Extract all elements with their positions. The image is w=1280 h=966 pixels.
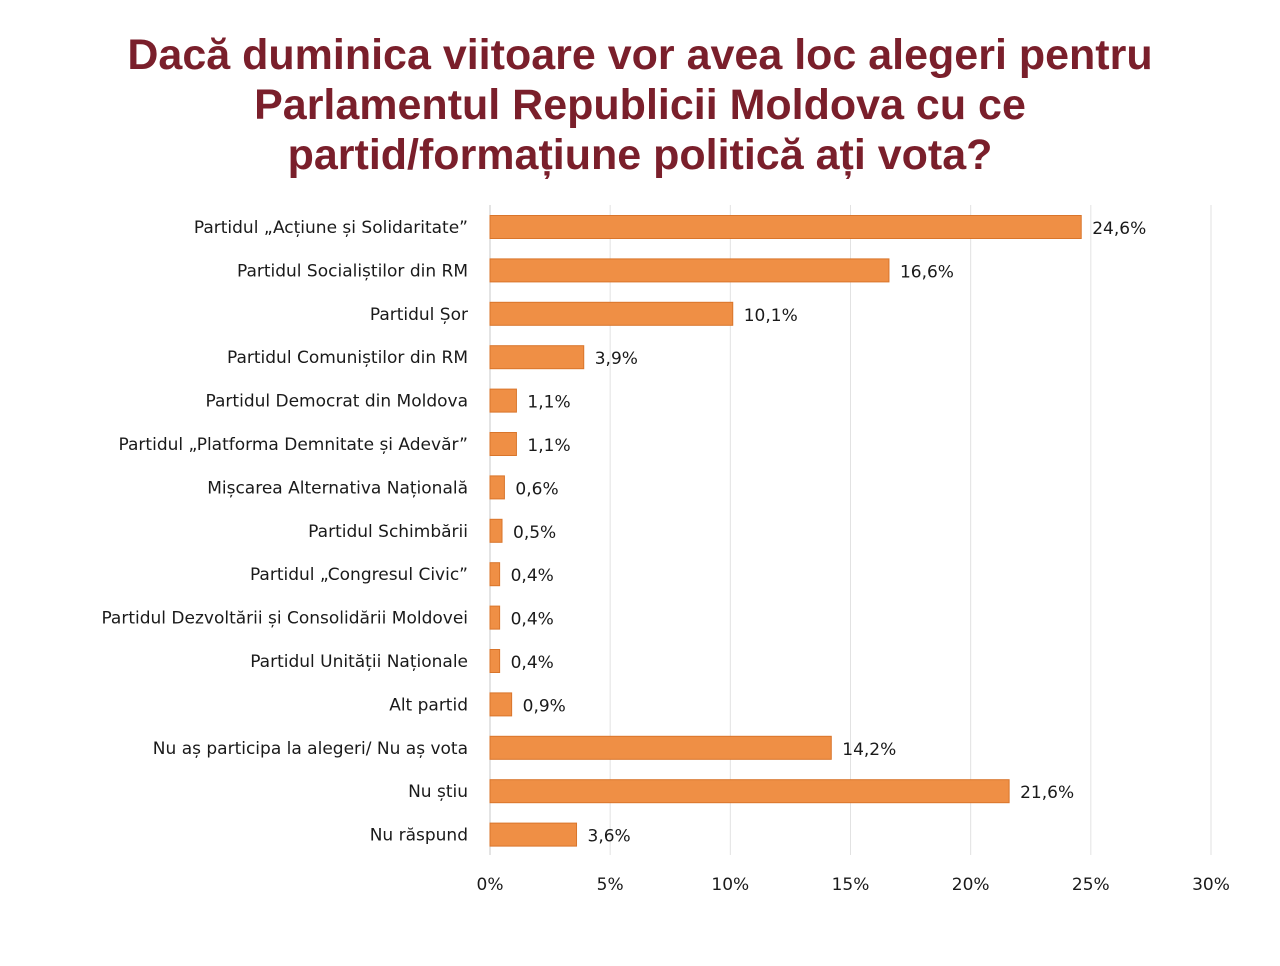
category-label-7: Mișcarea Alternativa Națională (207, 478, 468, 498)
data-label-13: 14,2% (842, 740, 896, 760)
bars (489, 215, 1082, 847)
data-label-5: 1,1% (527, 393, 570, 413)
chart-title-line-2: Parlamentul Republicii Moldova cu ce (254, 81, 1026, 129)
category-label-4: Partidul Comuniștilor din RM (227, 348, 468, 368)
bar-1 (489, 215, 1082, 239)
data-label-1: 24,6% (1092, 219, 1146, 239)
data-label-8: 0,5% (513, 523, 556, 543)
bar-14 (489, 779, 1010, 804)
category-label-2: Partidul Socialiștilor din RM (237, 261, 468, 281)
bar-11 (489, 649, 501, 673)
chart-title-line-3: partid/formațiune politică ați vota? (287, 131, 993, 179)
bar-5 (489, 388, 517, 413)
category-label-9: Partidul „Congresul Civic” (250, 565, 468, 585)
category-label-12: Alt partid (389, 695, 468, 715)
category-label-13: Nu aș participa la alegeri/ Nu aș vota (153, 739, 468, 759)
data-label-6: 1,1% (527, 436, 570, 456)
x-tick-label-0: 0% (477, 875, 504, 895)
category-label-11: Partidul Unității Naționale (250, 652, 468, 672)
bar-7 (489, 475, 505, 500)
category-label-8: Partidul Schimbării (308, 522, 468, 542)
x-axis-ticks: 0% 5% 10% 15% 20% 25% 30% (477, 875, 1230, 895)
category-label-6: Partidul „Platforma Demnitate și Adevăr” (119, 435, 468, 455)
data-label-14: 21,6% (1020, 783, 1074, 803)
data-label-9: 0,4% (511, 566, 554, 586)
data-label-4: 3,9% (595, 349, 638, 369)
chart-title-line-1: Dacă duminica viitoare vor avea loc aleg… (127, 31, 1153, 79)
bar-9 (489, 562, 501, 587)
x-tick-label-15: 15% (832, 875, 870, 895)
data-label-11: 0,4% (511, 653, 554, 673)
data-label-10: 0,4% (511, 610, 554, 630)
bar-12 (489, 692, 513, 717)
bar-10 (489, 605, 501, 630)
x-tick-label-10: 10% (711, 875, 749, 895)
x-tick-label-30: 30% (1192, 875, 1230, 895)
bar-3 (489, 301, 734, 326)
x-tick-label-5: 5% (597, 875, 624, 895)
bar-4 (489, 345, 585, 370)
value-labels: 24,6% 16,6% 10,1% 3,9% 1,1% 1,1% 0,6% 0,5% 0,4% 0… (511, 219, 1147, 847)
x-tick-label-25: 25% (1072, 875, 1110, 895)
data-label-15: 3,6% (588, 827, 631, 847)
data-label-7: 0,6% (515, 479, 558, 499)
bar-8 (489, 518, 503, 543)
bar-15 (489, 822, 578, 847)
bar-2 (489, 258, 890, 283)
category-label-1: Partidul „Acțiune și Solidaritate” (194, 218, 468, 238)
data-label-2: 16,6% (900, 262, 954, 282)
category-label-10: Partidul Dezvoltării și Consolidării Mol… (101, 609, 468, 629)
category-label-14: Nu știu (408, 782, 468, 802)
category-labels: Partidul „Acțiune și Solidaritate” Partid… (101, 218, 468, 846)
bar-6 (489, 432, 517, 456)
chart-title: Dacă duminica viitoare vor avea loc aleg… (0, 30, 1280, 180)
data-label-12: 0,9% (523, 696, 566, 716)
x-tick-label-20: 20% (952, 875, 990, 895)
category-label-3: Partidul Șor (370, 305, 468, 325)
category-label-15: Nu răspund (370, 826, 468, 846)
data-label-3: 10,1% (744, 306, 798, 326)
category-label-5: Partidul Democrat din Moldova (206, 392, 468, 412)
bar-13 (489, 735, 832, 760)
